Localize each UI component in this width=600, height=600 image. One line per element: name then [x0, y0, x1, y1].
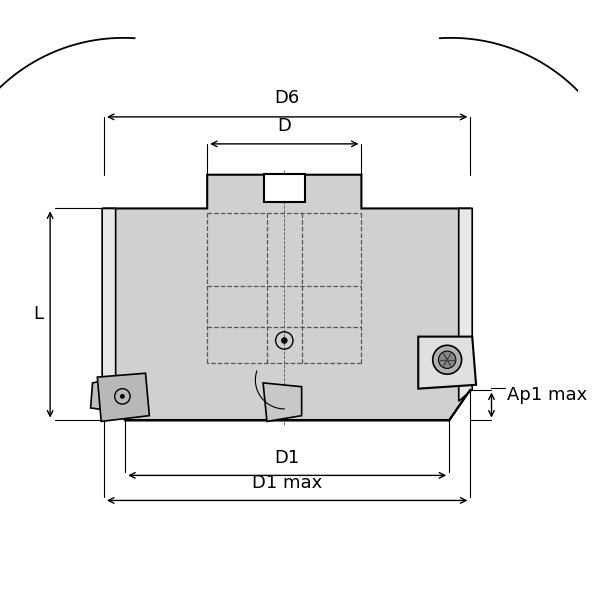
Text: Ap1 max: Ap1 max: [507, 386, 587, 404]
Text: L: L: [34, 305, 44, 323]
Polygon shape: [264, 174, 305, 202]
Polygon shape: [104, 175, 470, 421]
Text: D6: D6: [275, 89, 300, 107]
Polygon shape: [459, 208, 472, 401]
Circle shape: [281, 338, 287, 343]
Circle shape: [120, 394, 125, 399]
Polygon shape: [91, 377, 121, 412]
Text: D: D: [277, 117, 291, 135]
Circle shape: [433, 345, 461, 374]
Polygon shape: [102, 208, 116, 401]
Circle shape: [439, 351, 456, 368]
Polygon shape: [97, 373, 149, 421]
Polygon shape: [418, 337, 476, 389]
Text: D1: D1: [275, 449, 300, 467]
Text: D1 max: D1 max: [252, 474, 322, 492]
Polygon shape: [263, 383, 302, 421]
